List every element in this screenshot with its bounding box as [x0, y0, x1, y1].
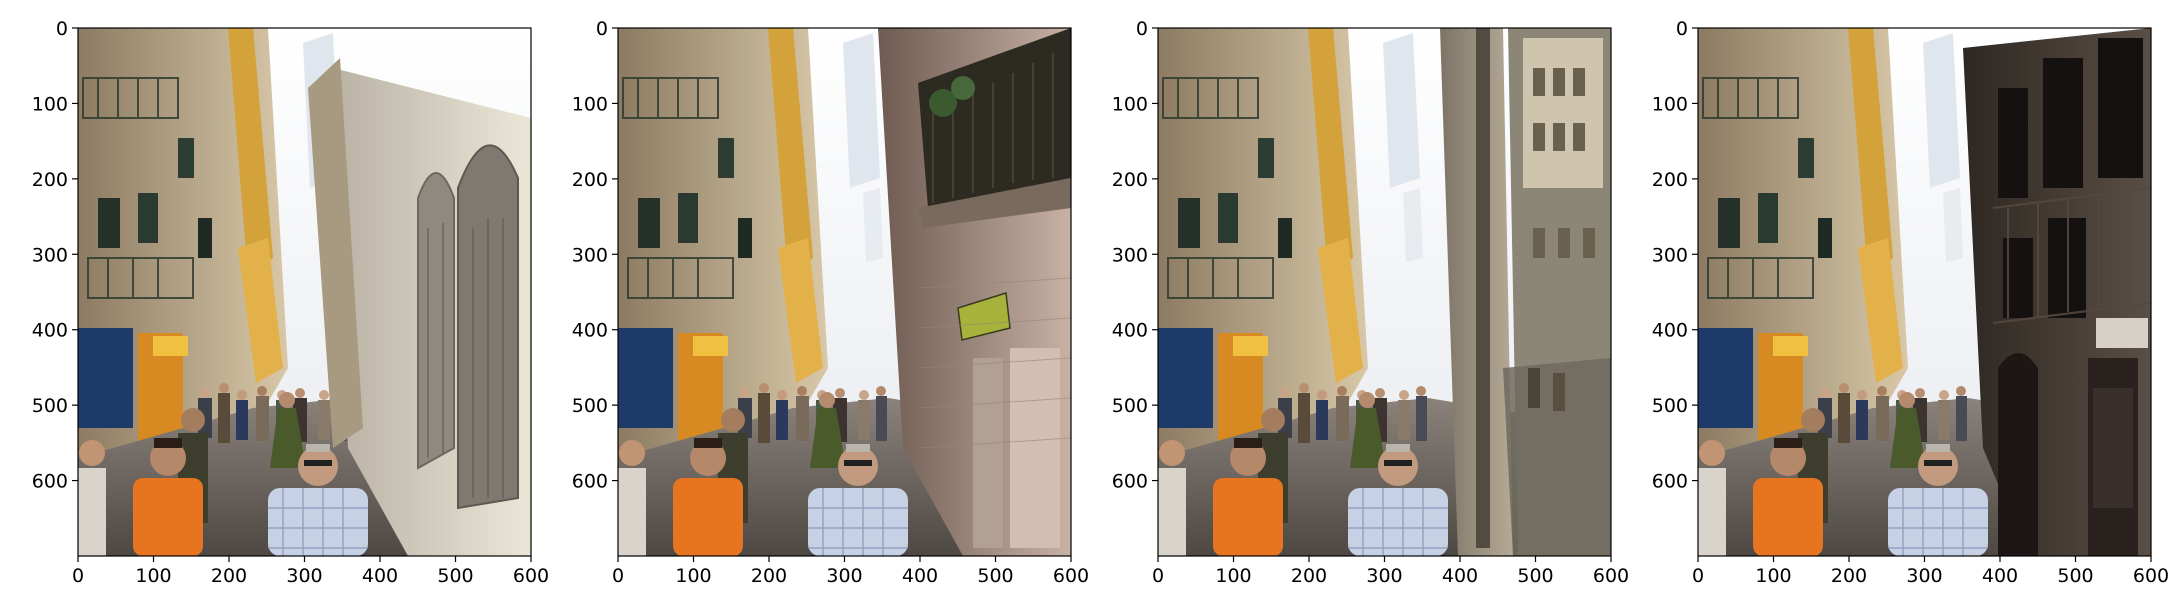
panel-3-x-tick-label-6: 600 [1593, 565, 1629, 587]
panel-2-y-tick-label-1: 100 [572, 93, 608, 115]
image-panel-1 [77, 27, 532, 557]
panel-4-y-tick-label-6: 600 [1652, 471, 1688, 493]
image-panel-4 [1697, 27, 2152, 557]
panel-1-x-tick-label-6: 600 [513, 565, 549, 587]
panel-1-x-tick-label-2: 200 [211, 565, 247, 587]
panel-1-y-tick-label-2: 200 [32, 169, 68, 191]
panel-2-y-tick-label-6: 600 [572, 471, 608, 493]
panel-1-x-tick-label-1: 100 [135, 565, 171, 587]
panel-1-y-tick-label-6: 600 [32, 471, 68, 493]
panel-2-x-tick-label-5: 500 [977, 565, 1013, 587]
panel-3-y-tick-label-3: 300 [1112, 244, 1148, 266]
panel-3-y-tick-label-2: 200 [1112, 169, 1148, 191]
panel-4-y-tick-label-0: 0 [1676, 18, 1688, 40]
panel-4-y-tick-label-3: 300 [1652, 244, 1688, 266]
panel-4-x-tick-label-6: 600 [2133, 565, 2169, 587]
image-panel-3 [1157, 27, 1612, 557]
panel-1-y-tick-label-3: 300 [32, 244, 68, 266]
panel-1-x-tick-label-3: 300 [286, 565, 322, 587]
panel-3-y-tick-label-1: 100 [1112, 93, 1148, 115]
panel-3-x-tick-label-4: 400 [1442, 565, 1478, 587]
panel-3-x-tick-label-2: 200 [1291, 565, 1327, 587]
panel-2-y-tick-label-0: 0 [596, 18, 608, 40]
panel-3-y-tick-label-4: 400 [1112, 320, 1148, 342]
panel-3-y-tick-label-6: 600 [1112, 471, 1148, 493]
panel-4-x-tick-label-4: 400 [1982, 565, 2018, 587]
panel-4-y-tick-label-4: 400 [1652, 320, 1688, 342]
panel-4-x-tick-label-3: 300 [1906, 565, 1942, 587]
panel-2-axes: 0 100 200 300 400 500 600 0 100 200 300 400 500 600 [572, 18, 1089, 587]
panel-2-y-tick-label-3: 300 [572, 244, 608, 266]
panel-3-x-tick-label-1: 100 [1215, 565, 1251, 587]
panel-2-x-tick-label-1: 100 [675, 565, 711, 587]
panel-1-y-tick-label-5: 500 [32, 395, 68, 417]
panel-1-x-tick-label-4: 400 [362, 565, 398, 587]
panel-2-y-tick-label-5: 500 [572, 395, 608, 417]
panel-1-x-tick-label-5: 500 [437, 565, 473, 587]
panel-2-x-tick-label-4: 400 [902, 565, 938, 587]
panel-2-x-tick-label-3: 300 [826, 565, 862, 587]
panel-4-y-tick-label-1: 100 [1652, 93, 1688, 115]
panel-2-x-tick-label-2: 200 [751, 565, 787, 587]
panel-1-y-tick-label-4: 400 [32, 320, 68, 342]
panel-3-axes: 0 100 200 300 400 500 600 0 100 200 300 400 500 600 [1112, 18, 1629, 587]
panel-2-x-tick-label-6: 600 [1053, 565, 1089, 587]
panel-3-y-tick-label-5: 500 [1112, 395, 1148, 417]
panel-1-x-tick-label-0: 0 [72, 565, 84, 587]
panel-4-y-tick-label-5: 500 [1652, 395, 1688, 417]
panel-1-y-tick-label-0: 0 [56, 18, 68, 40]
panel-2-y-tick-label-2: 200 [572, 169, 608, 191]
image-panel-2 [617, 27, 1072, 557]
panel-4-x-tick-label-5: 500 [2057, 565, 2093, 587]
panel-4-axes: 0 100 200 300 400 500 600 0 100 200 300 400 500 600 [1652, 18, 2169, 587]
panel-4-x-tick-label-0: 0 [1692, 565, 1704, 587]
axes-layer: 0 100 200 300 400 500 600 0 100 200 300 400 500 600 0 1… [32, 18, 2169, 587]
panel-4-x-tick-label-2: 200 [1831, 565, 1867, 587]
panel-2-x-tick-label-0: 0 [612, 565, 624, 587]
panel-1-y-tick-label-1: 100 [32, 93, 68, 115]
panel-3-y-tick-label-0: 0 [1136, 18, 1148, 40]
panel-2-y-tick-label-4: 400 [572, 320, 608, 342]
panel-3-x-tick-label-3: 300 [1366, 565, 1402, 587]
panel-3-x-tick-label-5: 500 [1517, 565, 1553, 587]
panel-4-x-tick-label-1: 100 [1755, 565, 1791, 587]
panel-3-x-tick-label-0: 0 [1152, 565, 1164, 587]
panel-4-y-tick-label-2: 200 [1652, 169, 1688, 191]
panel-1-axes: 0 100 200 300 400 500 600 0 100 200 300 400 500 600 [32, 18, 549, 587]
